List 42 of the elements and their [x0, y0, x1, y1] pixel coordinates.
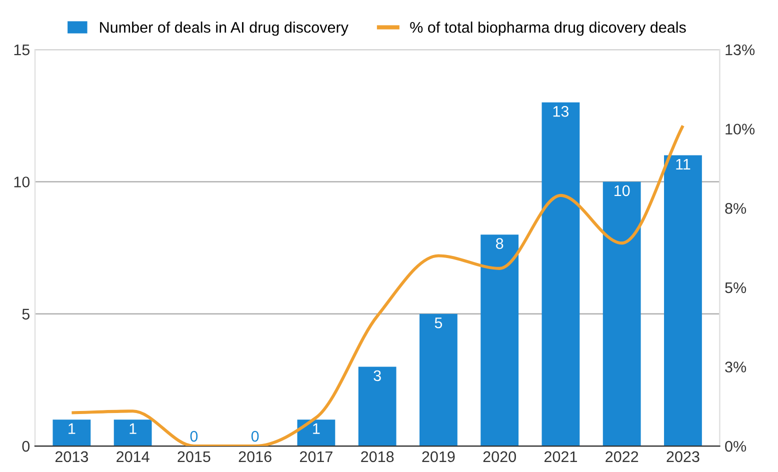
x-tick-label: 2016 [238, 451, 272, 462]
x-tick-label: 2023 [666, 451, 700, 462]
x-tick-label: 2019 [422, 451, 455, 462]
x-tick-label: 2018 [361, 451, 394, 462]
bar [114, 420, 152, 446]
bar [420, 314, 458, 446]
legend-label: % of total biopharma drug dicovery deals [410, 22, 686, 36]
x-tick-label: 2020 [483, 451, 516, 462]
y2-tick-label: 8% [725, 203, 746, 214]
bar [480, 234, 519, 446]
x-tick-label: 2015 [178, 451, 210, 462]
data-label: 10 [614, 185, 630, 196]
bar [602, 182, 641, 446]
bar [358, 366, 396, 446]
x-tick-label: 2014 [116, 451, 150, 462]
bar [52, 420, 91, 446]
data-label: 1 [313, 423, 320, 434]
data-label: 0 [251, 430, 259, 442]
y-tick-label: 15 [14, 44, 30, 56]
bar [664, 155, 702, 446]
data-label: 5 [434, 318, 442, 328]
legend-label: Number of deals in AI drug discovery [100, 22, 348, 36]
x-tick-label: 2022 [606, 451, 638, 462]
y2-tick-label: 0% [725, 440, 746, 452]
x-tick-label: 2021 [544, 451, 577, 462]
y2-tick-label: 13% [726, 44, 755, 56]
y2-tick-label: 5% [725, 282, 746, 294]
bar [542, 102, 580, 446]
data-label: 1 [130, 423, 136, 434]
y-tick-label: 5 [22, 308, 30, 320]
data-label: 8 [496, 238, 504, 249]
data-label: 3 [374, 370, 381, 382]
y2-tick-label: 3% [725, 362, 746, 372]
x-tick-label: 2013 [55, 451, 88, 462]
data-label: 1 [68, 423, 76, 434]
y-tick-label: 0 [22, 440, 30, 452]
x-tick-label: 2017 [300, 451, 332, 462]
data-label: 0 [190, 430, 198, 442]
y2-tick-label: 10% [726, 124, 755, 135]
data-label: 11 [676, 159, 690, 170]
y-tick-label: 10 [14, 176, 30, 188]
data-label: 13 [553, 106, 569, 117]
